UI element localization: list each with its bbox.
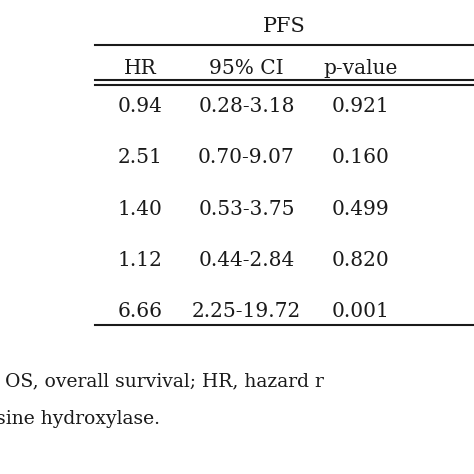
Text: 0.160: 0.160 <box>331 148 389 167</box>
Text: 0.499: 0.499 <box>331 200 389 219</box>
Text: 0.94: 0.94 <box>118 97 162 116</box>
Text: al; OS, overall survival; HR, hazard r: al; OS, overall survival; HR, hazard r <box>0 373 324 391</box>
Text: 6.66: 6.66 <box>118 302 162 321</box>
Text: 0.820: 0.820 <box>331 251 389 270</box>
Text: 1.12: 1.12 <box>118 251 162 270</box>
Text: 95% CI: 95% CI <box>209 59 284 78</box>
Text: 1.40: 1.40 <box>118 200 162 219</box>
Text: HR: HR <box>123 59 156 78</box>
Text: 0.44-2.84: 0.44-2.84 <box>198 251 295 270</box>
Text: PFS: PFS <box>263 17 306 36</box>
Text: p-value: p-value <box>323 59 397 78</box>
Text: 0.001: 0.001 <box>331 302 389 321</box>
Text: 2.51: 2.51 <box>118 148 162 167</box>
Text: 0.28-3.18: 0.28-3.18 <box>198 97 295 116</box>
Text: 0.921: 0.921 <box>331 97 389 116</box>
Text: rosine hydroxylase.: rosine hydroxylase. <box>0 410 160 428</box>
Text: 0.53-3.75: 0.53-3.75 <box>198 200 295 219</box>
Text: 2.25-19.72: 2.25-19.72 <box>192 302 301 321</box>
Text: 0.70-9.07: 0.70-9.07 <box>198 148 295 167</box>
